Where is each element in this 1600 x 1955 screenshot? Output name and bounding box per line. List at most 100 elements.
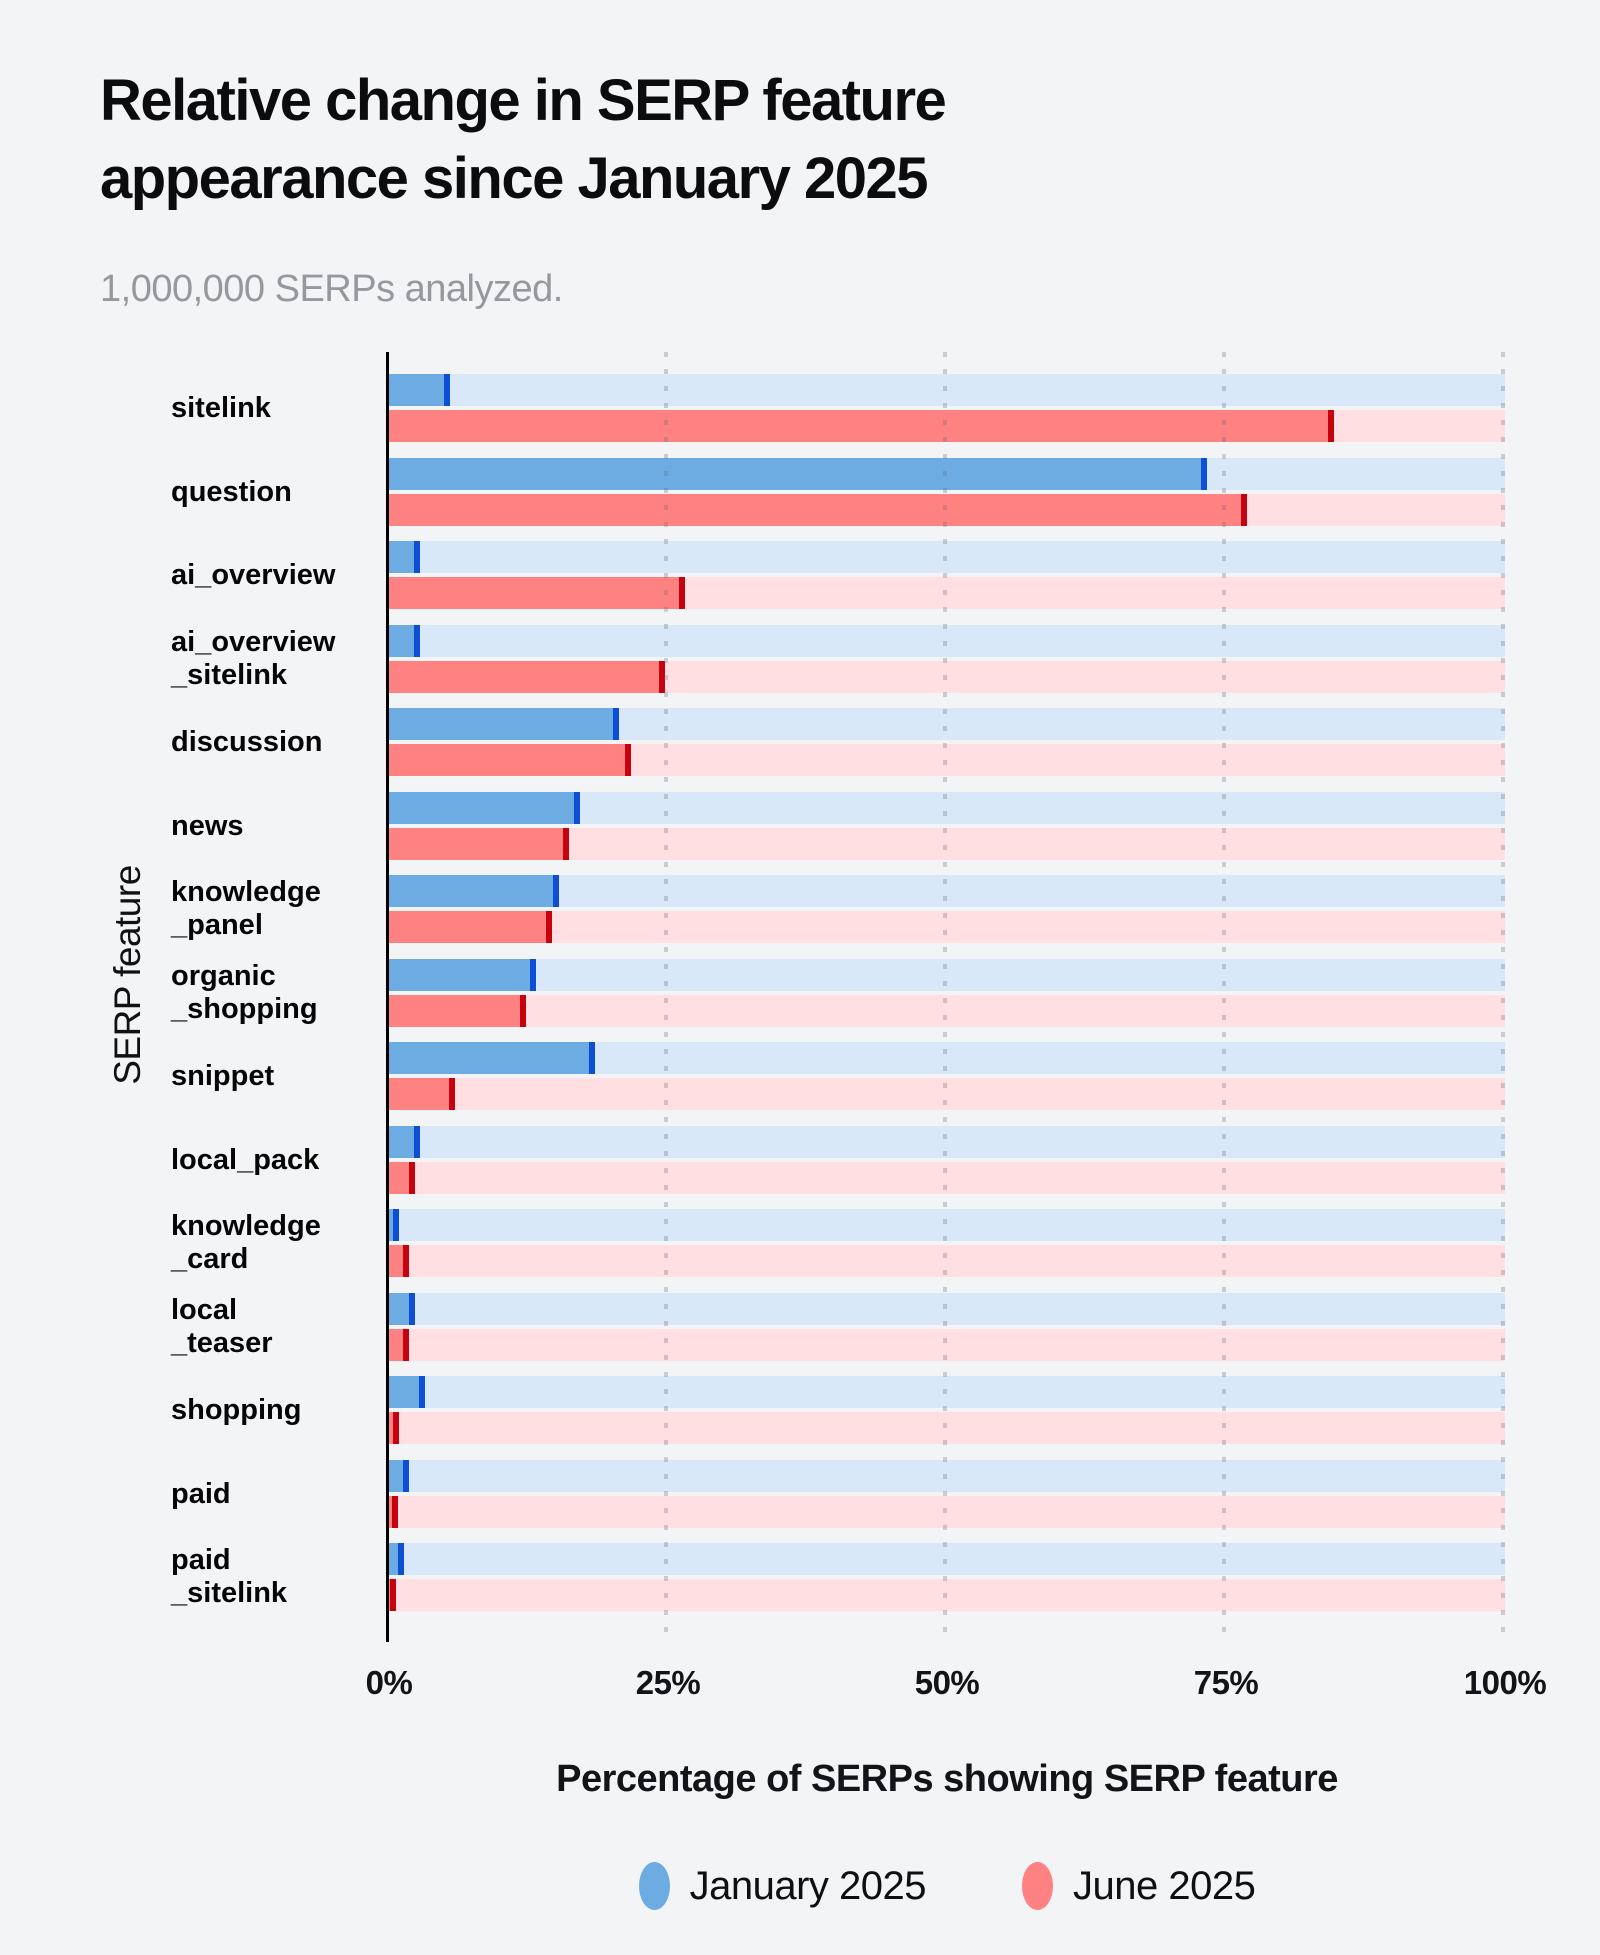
category-label-paid: paid [171,1477,231,1510]
bar-track-knowledge_panel-january [389,875,1505,907]
bar-shopping-june [389,1412,393,1444]
bar-cap-knowledge_card-june [403,1245,409,1277]
x-axis-title: Percentage of SERPs showing SERP feature [556,1758,1338,1800]
bar-track-news-january [389,792,1505,824]
gridline-100 [1501,352,1505,1642]
category-label-sitelink: sitelink [171,391,271,424]
bar-cap-knowledge_card-january [393,1209,399,1241]
bar-track-sitelink-june [389,410,1505,442]
bar-paid_sitelink-june [389,1579,390,1611]
bar-cap-question-january [1201,458,1207,490]
category-label-ai_overview: ai_overview [171,558,336,591]
bar-local_teaser-january [389,1293,409,1325]
bar-cap-local_pack-june [409,1162,415,1194]
bar-cap-local_teaser-june [403,1329,409,1361]
x-tick-0: 0% [365,1664,413,1701]
bar-cap-shopping-june [393,1412,399,1444]
bar-track-snippet-june [389,1078,1505,1110]
gridline-25 [664,352,668,1642]
bar-cap-local_pack-january [414,1126,420,1158]
bar-track-snippet-january [389,1042,1505,1074]
category-label-organic_shopping: organic _shopping [171,960,318,1025]
legend: January 2025 June 2025 [389,1862,1505,1910]
bar-news-june [389,828,563,860]
bar-cap-paid_sitelink-january [398,1543,404,1575]
bar-sitelink-june [389,410,1328,442]
bar-question-june [389,494,1241,526]
legend-item-june: June 2025 [1022,1862,1256,1910]
bar-cap-snippet-june [449,1078,455,1110]
bar-track-paid-june [389,1496,1505,1528]
category-label-news: news [171,809,244,842]
bar-knowledge_panel-january [389,875,553,907]
gridline-50 [943,352,947,1642]
bar-news-january [389,792,574,824]
bar-snippet-june [389,1078,449,1110]
bar-track-local_teaser-january [389,1293,1505,1325]
bar-ai_overview_sitelink-january [389,625,414,657]
bar-cap-paid-january [403,1460,409,1492]
bar-track-paid-january [389,1460,1505,1492]
bar-ai_overview_sitelink-june [389,661,659,693]
bar-cap-snippet-january [589,1042,595,1074]
category-label-question: question [171,475,292,508]
category-label-ai_overview_sitelink: ai_overview _sitelink [171,626,336,691]
legend-item-january: January 2025 [638,1862,927,1910]
bar-track-sitelink-january [389,374,1505,406]
y-axis-title: SERP feature [107,865,148,1085]
category-label-snippet: snippet [171,1059,275,1092]
bar-cap-discussion-january [613,708,619,740]
category-label-local_teaser: local _teaser [171,1294,273,1359]
chart-title: Relative change in SERP feature appearan… [100,68,947,211]
bar-cap-sitelink-january [444,374,450,406]
bar-local_pack-june [389,1162,409,1194]
bar-cap-organic_shopping-january [530,959,536,991]
bar-cap-paid_sitelink-june [390,1579,396,1611]
bar-cap-organic_shopping-june [520,995,526,1027]
bar-cap-local_teaser-january [409,1293,415,1325]
bar-track-paid_sitelink-january [389,1543,1505,1575]
bar-track-local_pack-january [389,1126,1505,1158]
bar-cap-knowledge_panel-june [546,911,552,943]
bar-cap-ai_overview_sitelink-june [659,661,665,693]
bar-cap-news-june [563,828,569,860]
bar-cap-news-january [574,792,580,824]
bar-local_pack-january [389,1126,414,1158]
bar-ai_overview-january [389,541,414,573]
chart-subtitle: 1,000,000 SERPs analyzed. [100,268,563,310]
legend-label-january: January 2025 [689,1863,927,1908]
bar-local_teaser-june [389,1329,403,1361]
bar-sitelink-january [389,374,444,406]
bar-track-ai_overview-january [389,541,1505,573]
bar-cap-knowledge_panel-january [553,875,559,907]
bar-cap-sitelink-june [1328,410,1334,442]
bar-track-question-january [389,458,1505,490]
bar-organic_shopping-june [389,995,520,1027]
bar-cap-ai_overview_sitelink-january [414,625,420,657]
bar-track-local_teaser-june [389,1329,1505,1361]
bar-track-ai_overview-june [389,577,1505,609]
bar-ai_overview-june [389,577,679,609]
bar-track-knowledge_panel-june [389,911,1505,943]
bar-track-discussion-january [389,708,1505,740]
bar-track-ai_overview_sitelink-june [389,661,1505,693]
bar-question-january [389,458,1201,490]
bar-track-shopping-june [389,1412,1505,1444]
y-axis-line [386,352,389,1642]
x-tick-75: 75% [1193,1664,1259,1701]
category-label-local_pack: local_pack [171,1143,320,1176]
bar-organic_shopping-january [389,959,530,991]
bar-cap-ai_overview-june [679,577,685,609]
bar-paid-january [389,1460,403,1492]
gridline-75 [1222,352,1226,1642]
bar-track-knowledge_card-june [389,1245,1505,1277]
bar-cap-paid-june [392,1496,398,1528]
category-label-discussion: discussion [171,725,323,758]
bar-track-organic_shopping-january [389,959,1505,991]
bar-cap-discussion-june [625,744,631,776]
legend-marker-june-icon [1022,1862,1054,1910]
bar-track-ai_overview_sitelink-january [389,625,1505,657]
bar-track-discussion-june [389,744,1505,776]
